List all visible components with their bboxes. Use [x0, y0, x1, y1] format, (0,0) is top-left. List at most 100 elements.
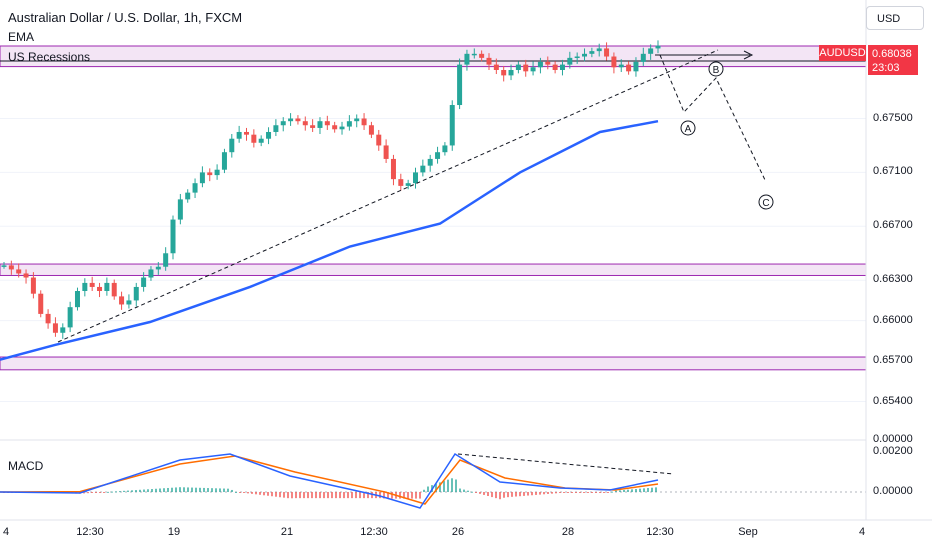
macd-histogram-bar: [163, 488, 165, 492]
macd-histogram-bar: [171, 487, 173, 492]
macd-legend[interactable]: MACD: [8, 459, 44, 473]
macd-histogram-bar: [555, 492, 557, 494]
macd-histogram-bar: [235, 491, 237, 493]
macd-histogram-bar: [631, 489, 633, 492]
candle-body: [457, 64, 463, 106]
macd-histogram-bar: [331, 492, 333, 499]
candle-body: [648, 48, 654, 54]
macd-histogram-bar: [635, 489, 637, 492]
candle-body: [640, 53, 646, 62]
candle-body: [501, 69, 507, 76]
candle-body: [604, 48, 610, 57]
candle-body: [273, 125, 279, 132]
macd-histogram-bar: [195, 487, 197, 492]
macd-histogram-bar: [495, 492, 497, 499]
macd-histogram-bar: [627, 489, 629, 492]
candle-body: [192, 183, 198, 193]
macd-histogram-bar: [643, 488, 645, 492]
candle-body: [486, 57, 492, 65]
macd-histogram-bar: [147, 489, 149, 492]
macd-histogram-bar: [503, 492, 505, 498]
candle-body: [552, 64, 558, 70]
ema-legend[interactable]: EMA: [8, 30, 35, 44]
macd-tick-label: 0.00200: [873, 445, 913, 457]
candle-body: [185, 192, 191, 200]
candle-body: [310, 125, 316, 128]
macd-histogram-bar: [179, 487, 181, 492]
candle-body: [170, 219, 176, 254]
macd-histogram-bar: [143, 489, 145, 492]
candle-body: [141, 277, 147, 287]
candle-body: [633, 61, 639, 72]
macd-histogram-bar: [271, 492, 273, 497]
macd-histogram-bar: [291, 492, 293, 499]
elliott-wave-projection: A B C: [659, 54, 774, 210]
wave-circle: [758, 194, 774, 210]
currency-button[interactable]: USD: [866, 6, 924, 30]
macd-histogram-bar: [423, 489, 425, 492]
macd-histogram-bar: [255, 492, 257, 495]
macd-histogram-bar: [587, 492, 589, 493]
macd-histogram-bar: [575, 492, 577, 493]
macd-histogram-bar: [463, 489, 465, 492]
time-tick-label: 28: [561, 526, 575, 538]
macd-histogram-bar: [499, 492, 501, 500]
time-tick-label: 4: [858, 526, 866, 538]
candle-body: [435, 152, 441, 159]
macd-histogram-bar: [135, 490, 137, 492]
macd-histogram-bar: [655, 487, 657, 492]
trendlines: [57, 49, 754, 343]
macd-histogram-bar: [203, 487, 205, 492]
macd-histogram-bar: [327, 492, 329, 499]
candle-body: [251, 134, 257, 143]
recessions-legend[interactable]: US Recessions: [8, 50, 91, 64]
macd-histogram-bar: [155, 488, 157, 492]
macd-histogram-bar: [535, 492, 537, 495]
candle-body: [155, 266, 161, 270]
macd-histogram-bar: [623, 490, 625, 492]
macd-histogram-bar: [479, 492, 481, 494]
macd-histogram-bar: [335, 492, 337, 499]
time-tick-label: 12:30: [76, 526, 104, 538]
macd-histogram-bar: [547, 492, 549, 494]
macd-histogram-bar: [615, 490, 617, 492]
macd-histogram-bar: [299, 492, 301, 499]
symbol-tag: AUDUSD: [819, 45, 866, 61]
macd-histogram-bar: [443, 481, 445, 492]
candle-body: [119, 296, 125, 305]
time-tick-label: 12:30: [360, 526, 388, 538]
candle-body: [574, 56, 580, 59]
macd-histogram-bar: [139, 489, 141, 492]
macd-divergence-line: [457, 453, 675, 475]
support-resistance-zones: [0, 45, 867, 371]
macd-histogram-bar: [471, 491, 473, 493]
candle-body: [339, 126, 345, 130]
candle-body: [346, 121, 352, 127]
candle-body: [38, 293, 44, 314]
candle-body: [89, 282, 95, 287]
candle-body: [82, 282, 88, 291]
macd-histogram-bar: [435, 483, 437, 492]
candle-body: [398, 179, 404, 186]
macd-histogram-bar: [223, 488, 225, 492]
candle-body: [8, 265, 14, 270]
macd-histogram-bar: [607, 492, 609, 493]
price-tick-label: 0.67500: [873, 111, 913, 124]
zone-rect: [0, 356, 867, 371]
candle-body: [207, 172, 213, 176]
macd-line: [0, 452, 659, 509]
candle-body: [229, 138, 235, 153]
candle-body: [618, 64, 624, 68]
candle-body: [405, 183, 411, 186]
candle-body: [523, 64, 529, 72]
last-price-tag: 0.68038 23:03: [868, 45, 918, 75]
macd-histogram-bar: [259, 492, 261, 495]
last-price: 0.68038: [872, 48, 912, 60]
macd-histogram-bar: [527, 492, 529, 496]
candle-body: [317, 121, 323, 128]
candle-body: [60, 327, 66, 333]
time-tick-label: 12:30: [646, 526, 674, 538]
macd-histogram-bar: [359, 492, 361, 499]
ema-line: [0, 119, 659, 361]
